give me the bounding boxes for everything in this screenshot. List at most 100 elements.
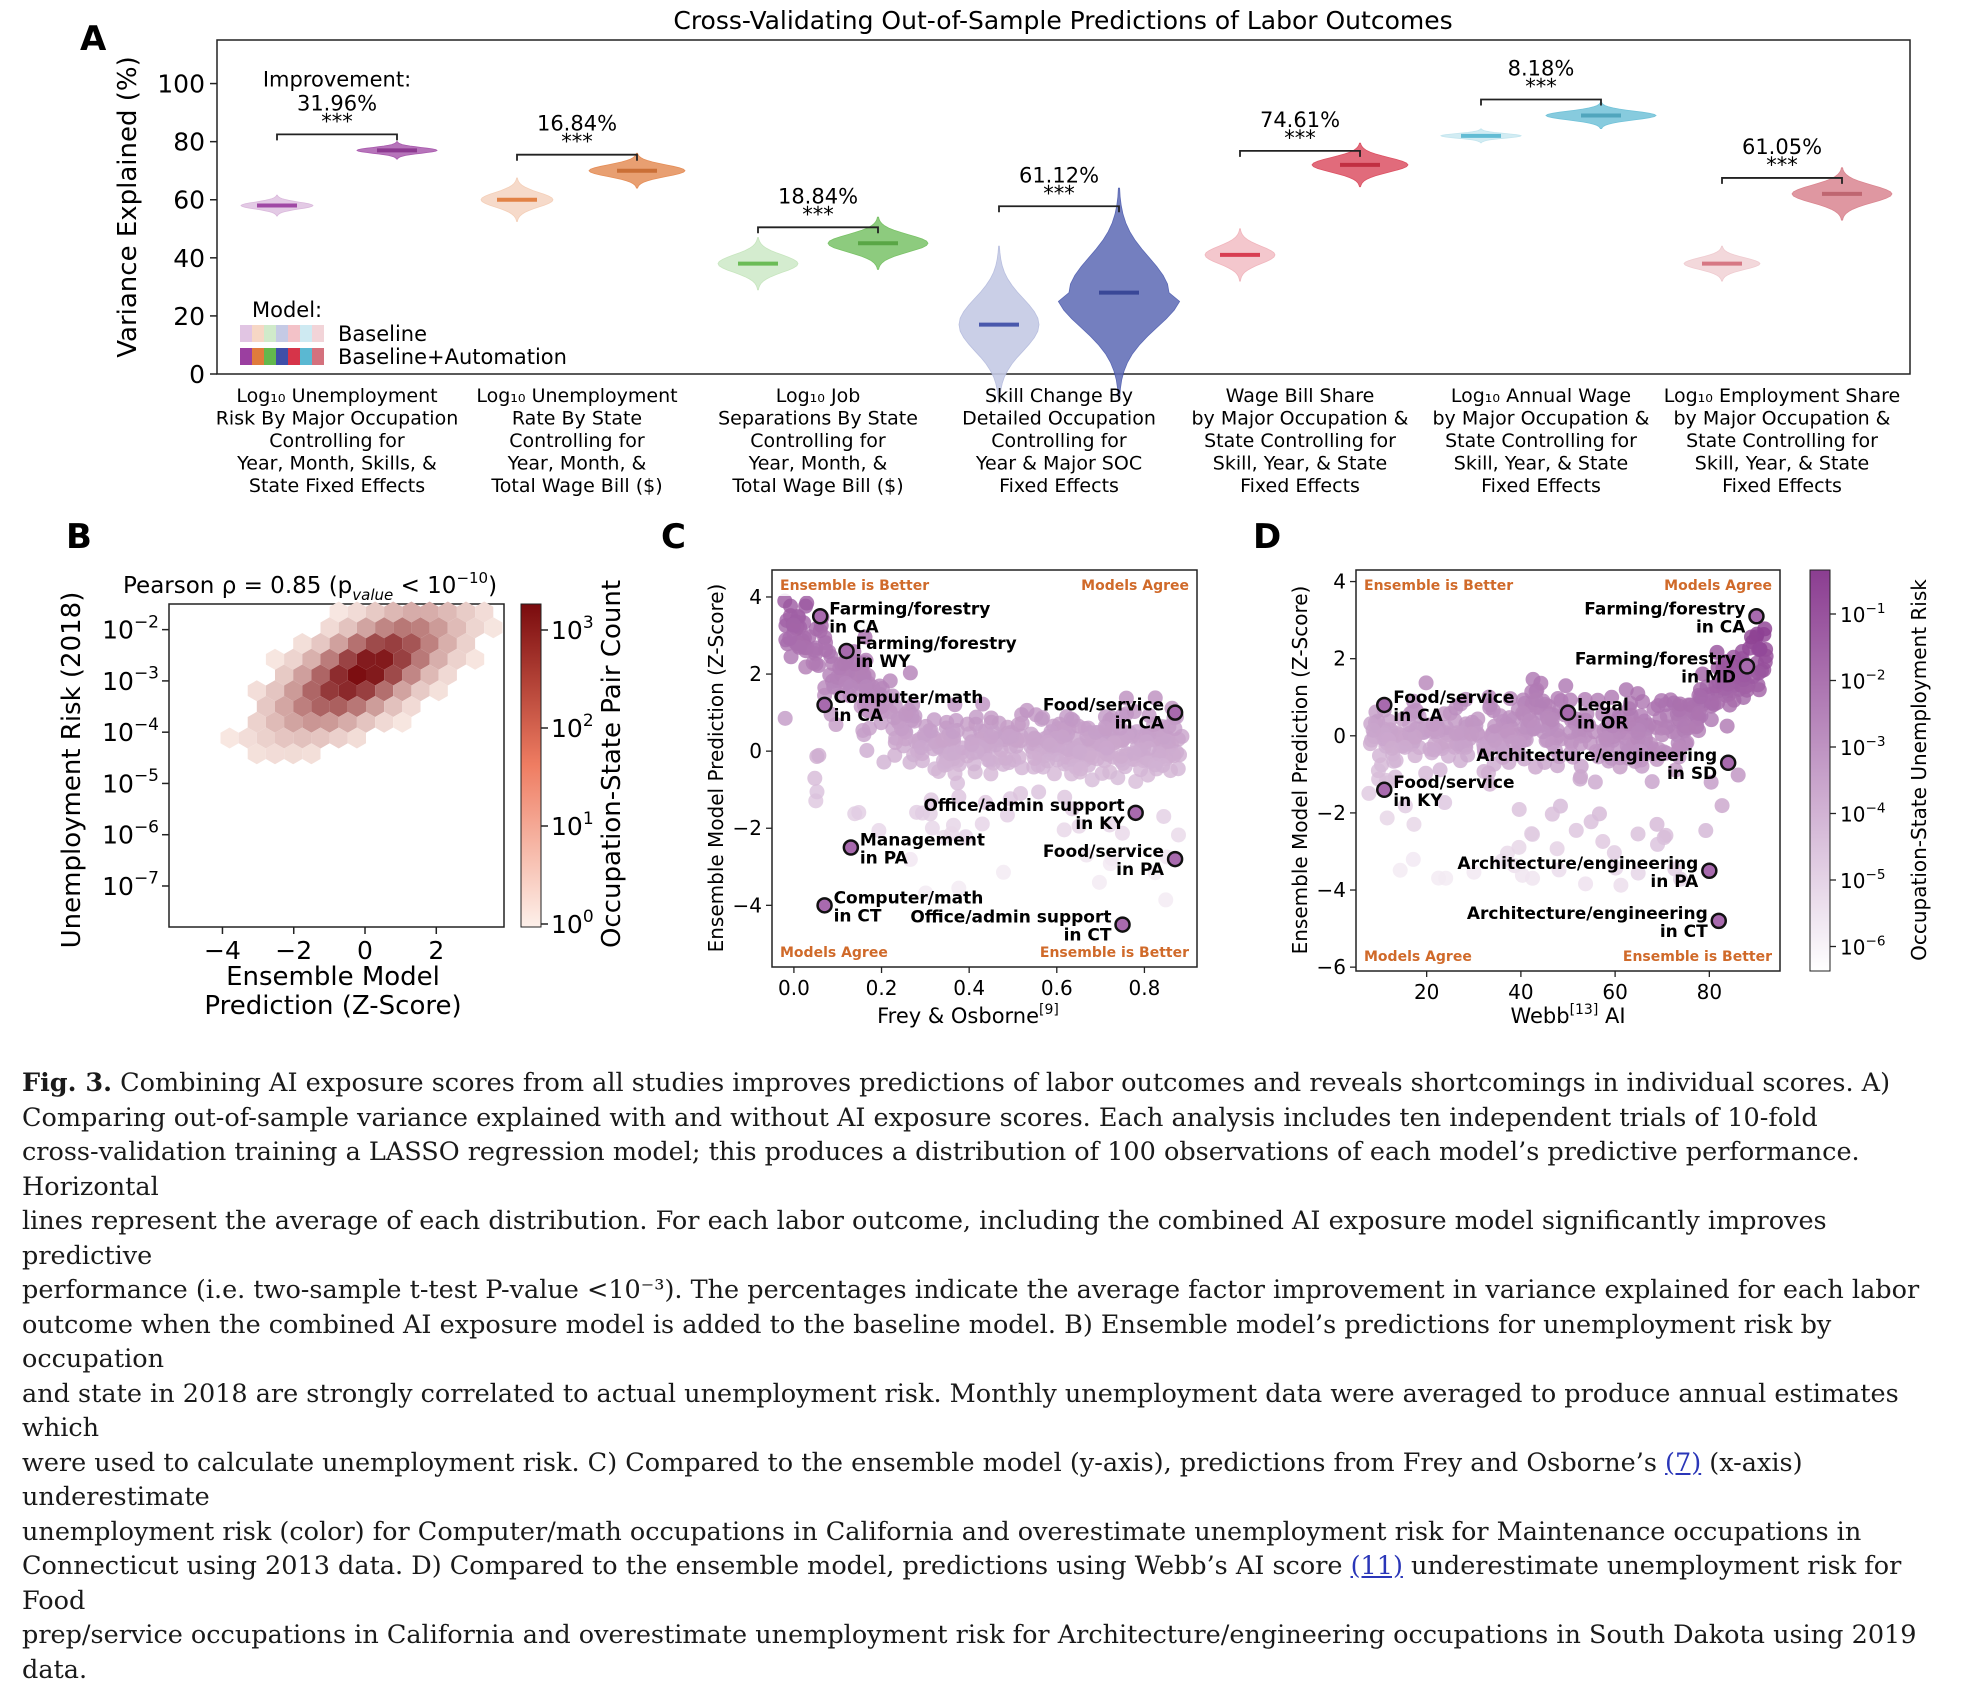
corner-label: Ensemble is Better: [780, 578, 929, 594]
caption-fig-label: Fig. 3.: [22, 1068, 112, 1098]
scatter-point: [1440, 748, 1456, 764]
hexbin: [347, 727, 366, 749]
ytick-label: 100: [157, 70, 205, 99]
significance-stars: ***: [1766, 153, 1798, 177]
group-label-line: Log₁₀ Unemployment: [476, 385, 677, 407]
scatter-point: [782, 630, 798, 646]
scatter-point: [1621, 716, 1637, 732]
scatter-point: [1757, 654, 1773, 670]
group-label-line: Log₁₀ Employment Share: [1664, 385, 1901, 407]
scatter-point: [1544, 806, 1560, 822]
hexbin: [393, 617, 412, 639]
scatter-point: [1558, 678, 1574, 694]
highlighted-point: [1748, 608, 1765, 625]
annotation-label: in CT: [834, 906, 882, 926]
annotation-label: in SD: [1667, 764, 1717, 784]
scatter-point: [902, 754, 918, 770]
group-label-line: Controlling for: [269, 430, 405, 452]
caption-line: Fig. 3. Combining AI exposure scores fro…: [22, 1066, 1952, 1101]
annotation-label: Computer/math: [834, 888, 984, 908]
scatter-point: [1019, 702, 1035, 718]
panel-c-corners: Ensemble is Better Models Agree Models Agr…: [776, 575, 1193, 963]
annotation-label: in KY: [1075, 814, 1125, 834]
highlighted-point: [838, 642, 855, 660]
group-label-line: Fixed Effects: [1481, 475, 1601, 497]
annotation-label: in CT: [1660, 922, 1708, 942]
scatter-point: [807, 770, 823, 786]
scatter-point: [947, 766, 963, 782]
hexbin: [311, 727, 330, 749]
scatter-point: [861, 720, 877, 736]
annotation-label: Food/service: [1393, 688, 1514, 708]
group-label-line: Fixed Effects: [1722, 475, 1842, 497]
colorbar-gradient: [1809, 569, 1831, 972]
improvement-prefix: Improvement:: [263, 67, 411, 91]
scatter-point: [786, 617, 802, 633]
scatter-point: [1550, 690, 1566, 706]
panel-a-ylabel: Variance Explained (%): [113, 56, 143, 358]
scatter-point: [843, 679, 859, 695]
caption-line: Comparing out-of-sample variance explain…: [22, 1102, 1818, 1133]
scatter-point: [923, 792, 939, 808]
scatter-point: [1630, 725, 1646, 741]
corner-label-bg: [1021, 942, 1193, 963]
group-label-line: Skill Change By: [985, 385, 1133, 407]
scatter-point: [858, 679, 874, 695]
scatter-point: [1606, 845, 1622, 861]
xtick-label: −4: [204, 936, 241, 965]
hexbin: [265, 743, 285, 765]
scatter-point: [995, 864, 1011, 880]
corner-label-bg: [1075, 575, 1193, 596]
scatter-point: [817, 629, 833, 645]
scatter-point: [1751, 665, 1767, 681]
hexbin: [384, 601, 403, 623]
highlighted-point: [816, 897, 833, 914]
scatter-point: [980, 752, 996, 768]
scatter-point: [1703, 712, 1719, 728]
annotation-label: Architecture/engineering: [1467, 904, 1708, 924]
caption-line: cross-validation training a LASSO regres…: [22, 1137, 1860, 1202]
corner-label: Models Agree: [1081, 578, 1189, 594]
hexbin: [265, 680, 285, 702]
scatter-point: [1071, 818, 1087, 834]
scatter-point: [1722, 697, 1738, 713]
scatter-point: [851, 804, 867, 820]
colorbar-tick-label: 10−3: [1840, 734, 1886, 760]
legend-automation-swatch: [288, 348, 300, 365]
hexbin: [275, 696, 294, 717]
scatter-point: [998, 750, 1014, 766]
significance-bracket: [998, 205, 1120, 213]
scatter-point: [1147, 865, 1163, 881]
improvement-percent: 74.61%: [1260, 108, 1340, 132]
ytick-label: 4: [1333, 570, 1346, 594]
ytick-label: 4: [749, 585, 762, 609]
panel-b-colorbar: 100 101 102 103: [520, 603, 594, 939]
scatter-point: [1579, 706, 1595, 722]
ytick-label: −2: [733, 816, 762, 840]
panel-d-xlabel: Webb[13] AI: [1510, 1002, 1625, 1028]
panel-d-frame: [1355, 569, 1781, 972]
scatter-point: [858, 652, 874, 668]
caption-line: were used to calculate unemployment risk…: [22, 1446, 1952, 1515]
scatter-point: [1073, 761, 1089, 777]
annotation-label: in CA: [1393, 706, 1443, 726]
scatter-point: [1405, 851, 1421, 867]
scatter-point: [1511, 801, 1527, 817]
reference-link-11[interactable]: (11): [1350, 1551, 1403, 1581]
scatter-point: [1709, 644, 1725, 660]
hexbin: [366, 601, 385, 623]
scatter-point: [798, 659, 814, 675]
reference-link-7[interactable]: (7): [1665, 1447, 1702, 1478]
scatter-point: [1126, 704, 1142, 720]
colorbar-tick-label: 10−5: [1840, 867, 1886, 893]
corner-label-bg: [1360, 946, 1478, 967]
xtick-label: 2: [428, 936, 444, 965]
scatter-point: [1719, 655, 1735, 671]
hexbin: [402, 696, 421, 717]
scatter-point: [1630, 826, 1646, 842]
annotation-label: Food/service: [1043, 842, 1164, 862]
scatter-point: [958, 829, 974, 845]
panel-b-title: Pearson ρ = 0.85 (pvalue < 10−10): [123, 569, 497, 604]
annotation-label: in CA: [1696, 617, 1746, 637]
